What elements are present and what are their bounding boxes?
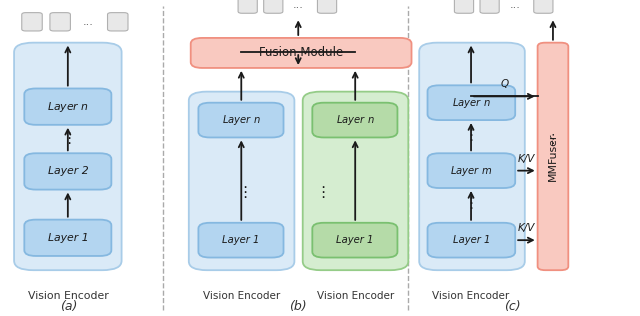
FancyBboxPatch shape	[428, 223, 515, 258]
FancyBboxPatch shape	[264, 0, 283, 13]
Text: MMFuser: MMFuser	[548, 132, 558, 181]
FancyBboxPatch shape	[428, 85, 515, 120]
Text: (b): (b)	[289, 300, 307, 313]
Text: Layer 1: Layer 1	[47, 233, 88, 243]
Text: ...: ...	[293, 0, 304, 10]
FancyBboxPatch shape	[50, 13, 70, 31]
Text: ⋮: ⋮	[463, 196, 478, 211]
FancyBboxPatch shape	[108, 13, 128, 31]
FancyBboxPatch shape	[189, 92, 294, 270]
FancyBboxPatch shape	[312, 103, 397, 137]
Text: (a): (a)	[60, 300, 77, 313]
Text: Layer 1: Layer 1	[452, 235, 490, 245]
FancyBboxPatch shape	[419, 43, 525, 270]
Text: Vision Encoder: Vision Encoder	[317, 291, 394, 301]
FancyBboxPatch shape	[24, 153, 111, 190]
FancyBboxPatch shape	[480, 0, 499, 13]
FancyBboxPatch shape	[317, 0, 337, 13]
FancyBboxPatch shape	[191, 38, 412, 68]
Text: ⋮: ⋮	[316, 185, 331, 200]
Text: Layer 1: Layer 1	[336, 235, 374, 245]
Text: ⋮: ⋮	[463, 128, 478, 143]
Text: Fusion Module: Fusion Module	[259, 46, 343, 59]
FancyBboxPatch shape	[238, 0, 257, 13]
Text: Layer $n$: Layer $n$	[335, 113, 374, 127]
Text: Vision Encoder: Vision Encoder	[433, 291, 509, 301]
FancyBboxPatch shape	[198, 223, 284, 258]
Text: Vision Encoder: Vision Encoder	[28, 291, 109, 301]
FancyBboxPatch shape	[303, 92, 408, 270]
Text: Vision Encoder: Vision Encoder	[203, 291, 280, 301]
Text: ⋮: ⋮	[547, 132, 559, 146]
Text: ⋮: ⋮	[61, 131, 76, 146]
Text: Layer $m$: Layer $m$	[451, 164, 492, 178]
FancyBboxPatch shape	[14, 43, 122, 270]
FancyBboxPatch shape	[428, 153, 515, 188]
FancyBboxPatch shape	[454, 0, 474, 13]
FancyBboxPatch shape	[538, 43, 568, 270]
Text: K/V: K/V	[518, 223, 535, 233]
Text: Layer 2: Layer 2	[47, 167, 88, 176]
FancyBboxPatch shape	[24, 88, 111, 125]
FancyBboxPatch shape	[312, 223, 397, 258]
Text: ⋮: ⋮	[237, 185, 253, 200]
Text: Layer $n$: Layer $n$	[452, 96, 491, 110]
Text: (c): (c)	[504, 300, 520, 313]
FancyBboxPatch shape	[24, 220, 111, 256]
Text: Layer $n$: Layer $n$	[47, 100, 89, 114]
Text: Q: Q	[500, 79, 508, 89]
Text: Layer 1: Layer 1	[222, 235, 260, 245]
Text: K/V: K/V	[518, 154, 535, 164]
FancyBboxPatch shape	[534, 0, 553, 13]
Text: Layer $n$: Layer $n$	[221, 113, 260, 127]
FancyBboxPatch shape	[22, 13, 42, 31]
FancyBboxPatch shape	[198, 103, 284, 137]
Text: ...: ...	[83, 17, 94, 27]
Text: ...: ...	[509, 0, 520, 10]
